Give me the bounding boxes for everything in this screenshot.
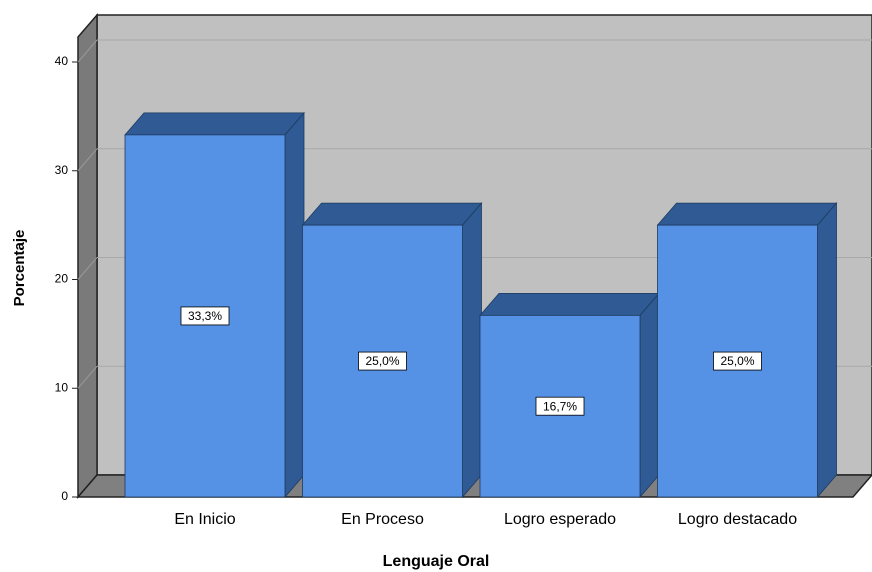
x-axis-title: Lenguaje Oral xyxy=(383,553,490,570)
bar-top xyxy=(124,112,305,136)
bar-side xyxy=(284,111,305,499)
bar xyxy=(124,111,305,499)
data-label-box xyxy=(713,351,762,371)
y-tick-label: 0 xyxy=(61,489,68,503)
left-wall xyxy=(77,12,98,500)
x-tick-label: Logro destacado xyxy=(678,511,797,528)
bar-side xyxy=(462,202,482,499)
data-label-box xyxy=(180,306,230,326)
data-label-box xyxy=(535,396,585,416)
bar-top xyxy=(479,292,660,316)
bar-top xyxy=(656,202,838,226)
data-label: 25,0% xyxy=(365,354,399,368)
y-tick-label: 30 xyxy=(55,163,69,177)
data-label: 33,3% xyxy=(188,309,222,323)
grid-line xyxy=(77,365,98,389)
bar xyxy=(479,292,660,499)
bar xyxy=(301,202,483,499)
bar xyxy=(656,202,838,499)
data-label: 25,0% xyxy=(720,354,754,368)
bar-side xyxy=(639,292,660,499)
x-tick-label: En Inicio xyxy=(174,511,235,528)
bar-side xyxy=(817,202,837,499)
grid-line xyxy=(77,148,98,172)
data-label-box xyxy=(358,351,407,371)
y-tick-label: 10 xyxy=(55,380,69,394)
y-axis-title: Porcentaje xyxy=(11,230,28,307)
bar-top xyxy=(301,202,483,226)
x-tick-label: En Proceso xyxy=(341,511,424,528)
x-tick-label: Logro esperado xyxy=(504,511,616,528)
grid-line xyxy=(77,39,98,63)
y-tick-label: 40 xyxy=(55,54,69,68)
data-label: 16,7% xyxy=(543,399,577,413)
grid-line xyxy=(77,257,98,280)
y-tick-label: 20 xyxy=(55,272,69,286)
